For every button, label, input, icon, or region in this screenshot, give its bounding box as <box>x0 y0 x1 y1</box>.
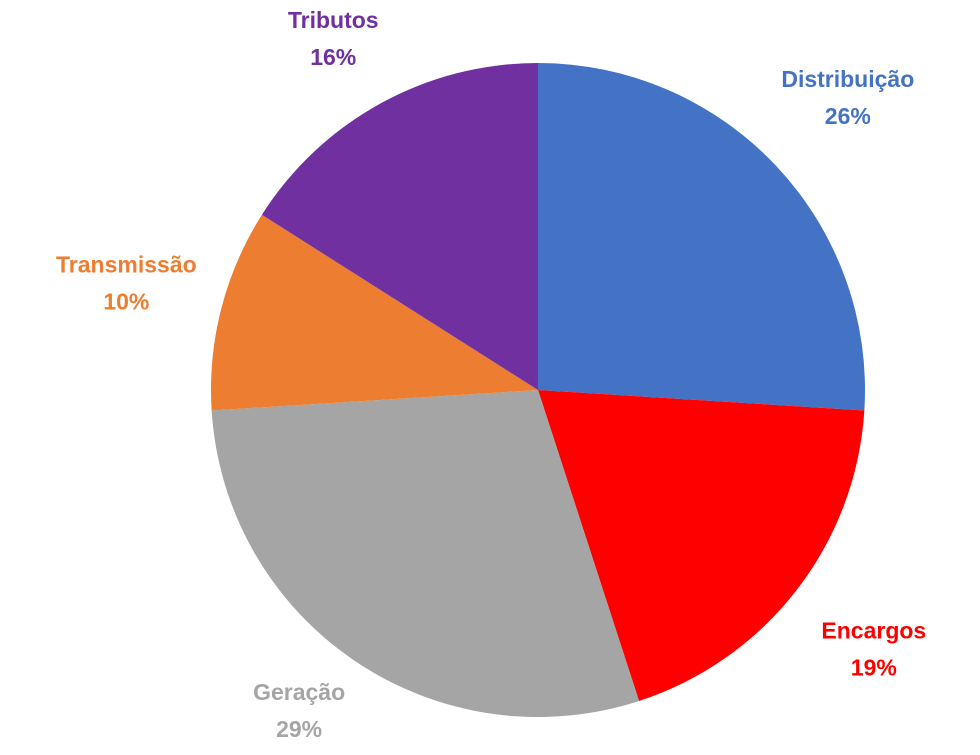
pie-slice <box>211 390 640 717</box>
slice-label: Tributos <box>288 7 379 33</box>
slice-value-label: 10% <box>103 288 149 314</box>
pie-slice <box>211 214 538 411</box>
slice-label: Encargos <box>821 618 926 644</box>
slice-label: Geração <box>253 679 345 705</box>
slice-value-label: 26% <box>825 103 871 129</box>
pie-slice <box>261 63 538 390</box>
pie-slice <box>538 390 865 701</box>
pie-slice <box>538 63 865 411</box>
slice-label: Transmissão <box>56 251 197 277</box>
slice-value-label: 16% <box>310 44 356 70</box>
slice-label: Distribuição <box>781 66 914 92</box>
slice-value-label: 19% <box>851 655 897 681</box>
slice-value-label: 29% <box>276 716 322 742</box>
